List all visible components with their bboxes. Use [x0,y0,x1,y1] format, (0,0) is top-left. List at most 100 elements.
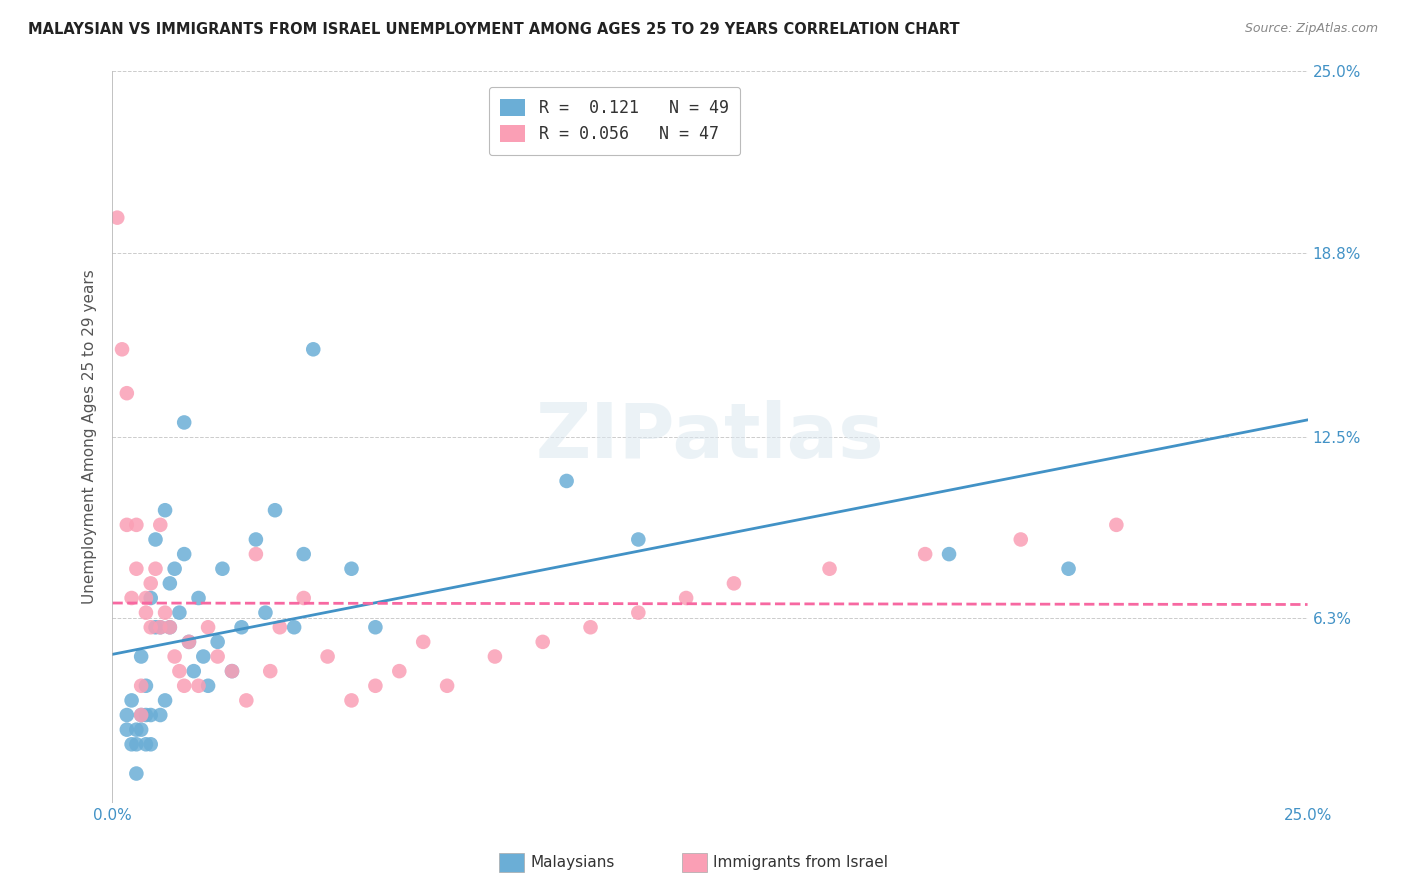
Point [211,562,233,576]
Point [135,606,157,620]
Text: Immigrants from Israel: Immigrants from Israel [713,855,887,870]
Point [235,693,257,707]
Point [1105,517,1128,532]
Point [177,635,200,649]
Text: MALAYSIAN VS IMMIGRANTS FROM ISRAEL UNEMPLOYMENT AMONG AGES 25 TO 29 YEARS CORRE: MALAYSIAN VS IMMIGRANTS FROM ISRAEL UNEM… [28,22,960,37]
Point [1010,533,1032,547]
Point [139,591,162,605]
Point [121,693,143,707]
Point [173,679,195,693]
Point [139,737,162,751]
Point [139,576,162,591]
Point [245,533,267,547]
Point [169,664,191,678]
Point [292,591,315,605]
Point [187,679,209,693]
Point [129,649,152,664]
Point [125,562,148,576]
Point [627,606,650,620]
Point [115,517,138,532]
Point [135,591,157,605]
Point [388,664,411,678]
Point [115,708,138,723]
Point [818,562,841,576]
Point [221,664,243,678]
Point [302,343,325,357]
Point [159,620,181,634]
Point [153,693,176,707]
Point [139,620,162,634]
Point [221,664,243,678]
Point [193,649,215,664]
Point [183,664,205,678]
Point [169,606,191,620]
Point [283,620,305,634]
Point [177,635,200,649]
Point [125,737,148,751]
Legend: R =  0.121   N = 49, R = 0.056   N = 47: R = 0.121 N = 49, R = 0.056 N = 47 [489,87,740,155]
Point [173,416,195,430]
Point [436,679,458,693]
Point [627,533,650,547]
Point [197,620,219,634]
Point [159,620,181,634]
Point [115,723,138,737]
Point [129,679,152,693]
Point [340,693,363,707]
Point [340,562,363,576]
Point [364,679,387,693]
Point [139,708,162,723]
Point [555,474,578,488]
Point [149,708,172,723]
Point [129,723,152,737]
Point [145,533,167,547]
Point [163,562,186,576]
Point [135,679,157,693]
Point [675,591,697,605]
Point [231,620,253,634]
Point [245,547,267,561]
Point [105,211,128,225]
Y-axis label: Unemployment Among Ages 25 to 29 years: Unemployment Among Ages 25 to 29 years [82,269,97,605]
Point [484,649,506,664]
Point [135,737,157,751]
Point [125,723,148,737]
Point [292,547,315,561]
Point [121,591,143,605]
Point [129,708,152,723]
Point [173,547,195,561]
Point [129,708,152,723]
Point [723,576,745,591]
Point [259,664,281,678]
Point [149,620,172,634]
Point [149,517,172,532]
Point [187,591,209,605]
Point [914,547,936,561]
Text: ZIPatlas: ZIPatlas [536,401,884,474]
Point [254,606,277,620]
Point [135,708,157,723]
Point [145,562,167,576]
Point [364,620,387,634]
Point [125,517,148,532]
Point [531,635,554,649]
Point [125,766,148,780]
Point [412,635,434,649]
Point [145,620,167,634]
Point [163,649,186,664]
Point [207,649,229,664]
Point [115,386,138,401]
Text: Malaysians: Malaysians [530,855,614,870]
Point [316,649,339,664]
Point [264,503,287,517]
Point [153,503,176,517]
Point [207,635,229,649]
Text: Source: ZipAtlas.com: Source: ZipAtlas.com [1244,22,1378,36]
Point [579,620,602,634]
Point [121,737,143,751]
Point [149,620,172,634]
Point [153,606,176,620]
Point [938,547,960,561]
Point [269,620,291,634]
Point [197,679,219,693]
